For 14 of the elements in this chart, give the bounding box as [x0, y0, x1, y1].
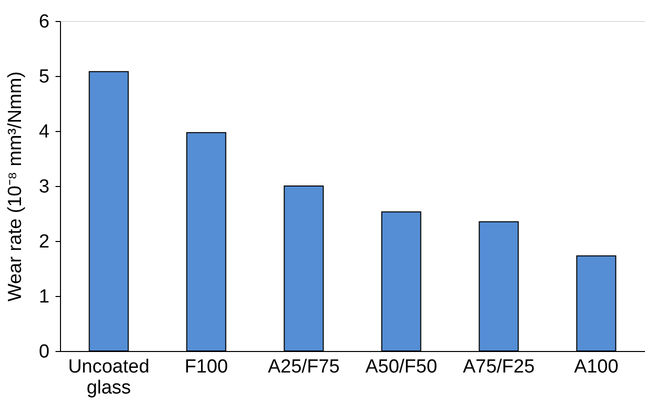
y-tick-label: 2	[38, 232, 50, 252]
y-tick-label: 3	[38, 176, 50, 198]
x-tick-label: A75/F25	[462, 356, 535, 378]
y-tick-label: 6	[38, 12, 50, 32]
x-tick-label: A25/F75	[268, 356, 340, 378]
y-tick-label: 1	[38, 286, 50, 308]
y-tick-label: 4	[38, 122, 50, 142]
x-tick-label: Uncoated glass	[68, 356, 150, 398]
y-tick-label: 5	[38, 66, 50, 88]
y-tick-label: 0	[38, 342, 50, 362]
x-tick-label: A100	[574, 356, 618, 378]
x-tick-label: F100	[184, 356, 228, 378]
y-axis-title: Wear rate (10⁻⁸ mm³/Nmm)	[4, 71, 26, 302]
x-tick-label: A50/F50	[365, 356, 438, 378]
